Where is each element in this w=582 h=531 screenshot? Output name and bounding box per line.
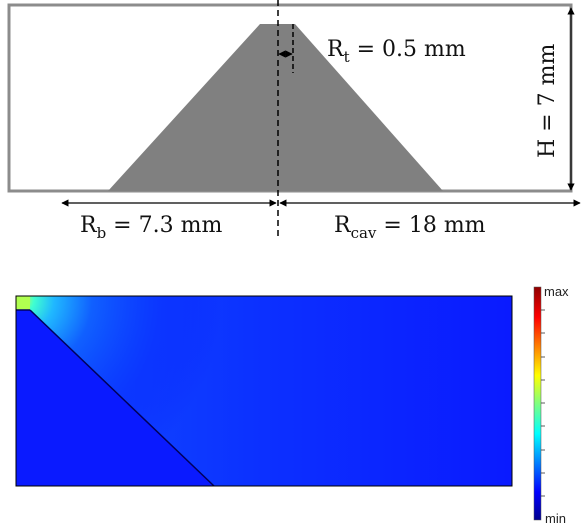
field-plot (15, 295, 513, 487)
rb-label: Rb = 7.3 mm (80, 213, 222, 242)
field-frame (15, 295, 513, 487)
colorbar: max min (533, 284, 569, 526)
colorbar-ticks (541, 309, 545, 497)
tapered-body (108, 24, 443, 191)
rcav-label: Rcav = 18 mm (334, 213, 486, 242)
geometry-diagram: Rt = 0.5 mm H = 7 mm Rb = 7.3 mm Rcav = … (7, 0, 581, 242)
h-label: H = 7 mm (535, 44, 560, 158)
colorbar-frame (533, 286, 542, 521)
field-tip-region (16, 296, 30, 310)
field-body-edge (29, 309, 215, 487)
colorbar-max-label: max (544, 284, 569, 299)
colorbar-min-label: min (545, 511, 566, 526)
field-body-region (16, 310, 214, 486)
rt-label: Rt = 0.5 mm (327, 37, 466, 66)
colorbar-gradient (534, 287, 541, 520)
